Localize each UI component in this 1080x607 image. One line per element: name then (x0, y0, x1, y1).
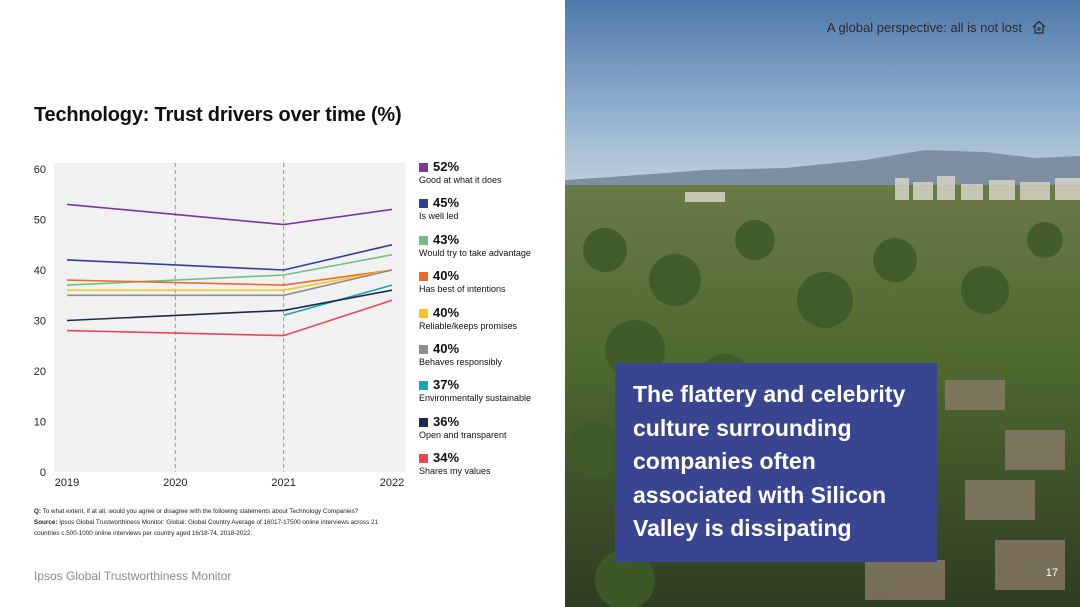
series-line-2 (66, 244, 393, 271)
legend-value: 40% (433, 341, 460, 356)
x-tick-2021: 2021 (271, 477, 295, 489)
legend-value: 34% (433, 450, 460, 466)
x-tick-2019: 2019 (55, 477, 79, 489)
legend-label: Behaves responsibly (419, 357, 503, 367)
legend-swatch (419, 308, 428, 318)
x-tick-2022: 2022 (380, 477, 404, 489)
quote-text: The flattery and celebrity culture surro… (633, 381, 906, 541)
y-tick-30: 30 (34, 316, 46, 328)
quote-box: The flattery and celebrity culture surro… (615, 363, 937, 562)
legend-swatch (419, 199, 428, 209)
series-line-4 (66, 269, 393, 286)
series-line-3 (66, 254, 393, 286)
footnote-source: Source: Ipsos Global Trustworthiness Mon… (34, 519, 378, 537)
legend-label: Good at what it does (419, 175, 502, 185)
legend-value: 36% (433, 413, 460, 429)
chart-panel: Technology: Trust drivers over time (%) … (33, 104, 532, 583)
legend-swatch (419, 163, 428, 172)
legend-swatch (419, 235, 428, 245)
plot-background (54, 163, 405, 472)
legend-value: 40% (433, 304, 460, 320)
home-icon[interactable] (1031, 19, 1047, 35)
footnote: Q: To what extent, if at all, would you … (34, 506, 404, 539)
legend-label: Shares my values (419, 466, 491, 477)
legend-value: 40% (433, 268, 460, 284)
legend-value: 37% (433, 377, 460, 393)
page-number: 17 (1045, 567, 1058, 579)
legend-value: 52% (433, 159, 460, 174)
legend-label: Would try to take advantage (419, 247, 531, 258)
y-tick-0: 0 (40, 467, 46, 479)
legend-swatch (419, 381, 428, 391)
line-chart: 0 10 20 30 40 50 60 2019 2020 2021 2022 (34, 163, 405, 489)
legend-value: 43% (433, 231, 460, 247)
legend-swatch (419, 345, 428, 354)
legend-swatch (419, 272, 428, 282)
series-line-6 (67, 269, 393, 297)
series-line-9 (66, 299, 393, 337)
x-tick-2020: 2020 (163, 477, 187, 489)
y-tick-10: 10 (34, 417, 46, 429)
legend-label: Environmentally sustainable (419, 393, 532, 404)
legend-swatch (419, 417, 428, 427)
brand-footer: Ipsos Global Trustworthiness Monitor (34, 569, 232, 583)
y-tick-20: 20 (34, 366, 46, 378)
series-line-1 (66, 203, 393, 226)
legend-label: Reliable/keeps promises (419, 320, 518, 331)
chart-title: Technology: Trust drivers over time (%) (34, 104, 402, 126)
legend-value: 45% (433, 195, 460, 211)
series-line-5 (67, 269, 393, 292)
legend-label: Open and transparent (419, 429, 507, 440)
footnote-question: Q: To what extent, if at all, would you … (34, 508, 359, 515)
y-tick-50: 50 (34, 215, 46, 227)
legend-swatch (419, 454, 428, 464)
series-line-8 (66, 289, 393, 322)
legend-label: Is well led (419, 211, 459, 222)
legend-label: Has best of intentions (419, 284, 506, 295)
y-tick-60: 60 (34, 164, 46, 176)
section-title: A global perspective: all is not lost (826, 20, 1022, 35)
y-tick-40: 40 (34, 265, 46, 277)
